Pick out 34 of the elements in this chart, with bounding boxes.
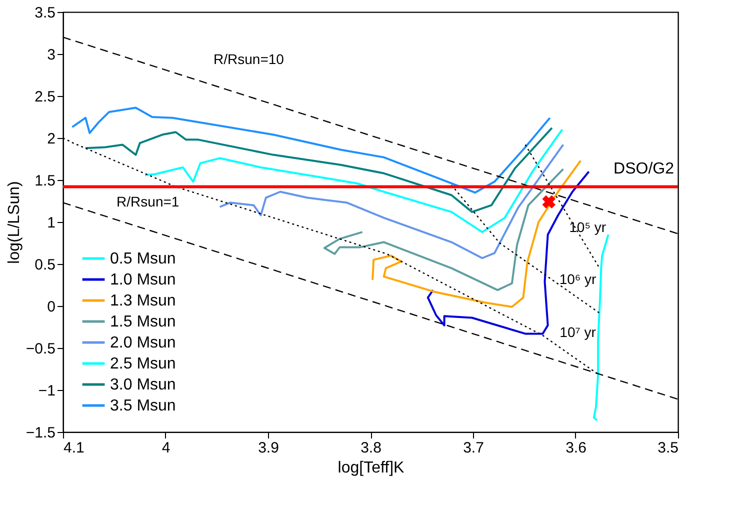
legend-label: 3.5 Msun bbox=[110, 398, 176, 414]
y-tick-label: 3 bbox=[47, 46, 56, 64]
legend-label: 1.3 Msun bbox=[110, 292, 176, 310]
legend-label: 1.0 Msun bbox=[110, 272, 176, 288]
annotation: 10⁵ yr bbox=[569, 218, 606, 235]
ref-line-label: DSO/G2 bbox=[614, 160, 674, 178]
y-tick-label: 1 bbox=[47, 214, 56, 232]
y-tick-label: −1.5 bbox=[26, 424, 56, 442]
legend-label: 1.5 Msun bbox=[110, 314, 176, 330]
y-tick-label: −1 bbox=[38, 382, 56, 400]
y-tick-label: 2.5 bbox=[34, 88, 56, 106]
x-tick-label: 3.8 bbox=[360, 440, 382, 456]
x-tick-label: 3.7 bbox=[463, 440, 484, 456]
annotation: 10⁶ yr bbox=[559, 270, 597, 287]
legend-label: 0.5 Msun bbox=[110, 250, 176, 268]
legend-label: 3.0 Msun bbox=[110, 376, 176, 394]
annotation: 10⁷ yr bbox=[560, 324, 596, 340]
y-tick-label: 3.5 bbox=[34, 4, 56, 22]
annotation: R/Rsun=1 bbox=[116, 194, 180, 210]
y-tick-label: 2 bbox=[47, 130, 56, 148]
y-tick-label: 0 bbox=[47, 298, 56, 316]
x-tick-label: 3.5 bbox=[658, 440, 678, 456]
y-tick-label: −0.5 bbox=[26, 340, 56, 358]
x-tick-label: 4.1 bbox=[64, 440, 84, 456]
legend-label: 2.5 Msun bbox=[110, 356, 176, 372]
y-axis-title: log(L/LSun) bbox=[6, 181, 23, 264]
x-tick-label: 3.6 bbox=[566, 440, 586, 456]
x-tick-label: 3.9 bbox=[258, 440, 279, 456]
y-tick-label: 1.5 bbox=[34, 172, 56, 190]
y-tick-label: 0.5 bbox=[34, 256, 56, 274]
legend-label: 2.0 Msun bbox=[110, 334, 176, 352]
x-tick-label: 4 bbox=[162, 440, 170, 456]
x-axis-title: log[Teff]K bbox=[338, 460, 405, 476]
annotation: R/Rsun=10 bbox=[214, 50, 284, 67]
